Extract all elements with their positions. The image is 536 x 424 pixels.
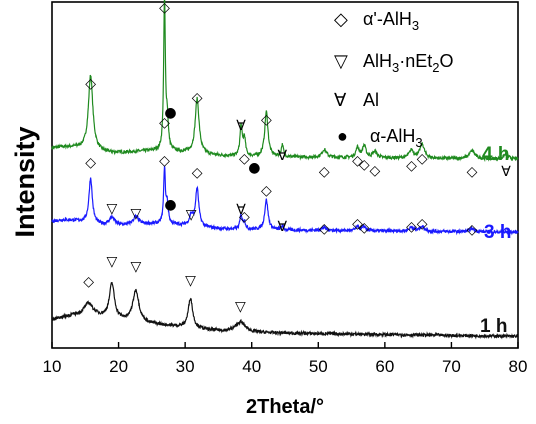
legend-label-1: α'-AlH3: [363, 9, 419, 33]
peak-marker: ▽: [107, 254, 118, 270]
peak-marker: ◇: [319, 164, 330, 180]
legend: ◇ α'-AlH3 ▽ AlH3·nEt2O ∀ Al ● α-AlH3: [334, 9, 454, 150]
legend-symbol-3: ∀: [334, 90, 347, 110]
peak-marker: ●: [164, 105, 176, 121]
peak-marker: ∀: [278, 219, 288, 235]
peak-marker: ◇: [192, 90, 203, 106]
peak-marker: ∀: [236, 202, 246, 218]
peak-marker: ◇: [239, 151, 250, 167]
y-axis-title: Intensity: [10, 126, 40, 237]
peak-marker: ▽: [186, 207, 197, 223]
x-tick-label: 80: [509, 357, 528, 376]
peak-marker: ◇: [239, 209, 250, 225]
plot-frame: [51, 1, 519, 349]
series-line-4h: [51, 0, 519, 163]
x-tick-label: 60: [375, 357, 394, 376]
peak-marker: ▽: [235, 299, 246, 315]
x-tick-label: 20: [109, 357, 128, 376]
peak-marker: ◇: [467, 164, 478, 180]
x-tick-label: 10: [43, 357, 62, 376]
peak-marker: ◇: [159, 153, 170, 169]
peak-marker: ●: [248, 160, 260, 176]
x-tick-label: 40: [242, 357, 261, 376]
series-line-1h: [51, 281, 519, 340]
peak-marker: ∀: [501, 164, 511, 180]
peak-marker: ▽: [107, 201, 118, 217]
peak-marker: ◇: [261, 112, 272, 128]
peak-marker: ◇: [417, 151, 428, 167]
peak-marker: ▽: [130, 259, 141, 275]
peak-marker: ◇: [406, 219, 417, 235]
x-tick-label: 70: [442, 357, 461, 376]
peak-marker: ◇: [83, 274, 94, 290]
series-label-1h: 1 h: [480, 316, 507, 337]
series-layer: [51, 0, 519, 340]
series-label-3h: 3 h: [484, 222, 511, 243]
peak-markers: ◇◇●◇◇∀◇●◇∀◇◇◇ ◇ ◇ ◇◇ ∀◇▽ ▽◇●▽◇∀◇◇∀ ◇ ◇◇ ◇ ◇ ◇◇▽ ▽▽▽: [83, 0, 511, 315]
legend-label-2: AlH3·nEt2O: [363, 51, 454, 75]
peak-marker: ◇: [85, 155, 96, 171]
peak-marker: ◇: [159, 115, 170, 131]
peak-marker: ◇: [85, 76, 96, 92]
peak-marker: ◇: [467, 222, 478, 238]
legend-symbol-4: ●: [337, 126, 348, 146]
x-axis-title: 2Theta/°: [246, 396, 324, 418]
x-tick-label: 50: [309, 357, 328, 376]
peak-marker: ◇: [352, 216, 363, 232]
legend-label-3: Al: [363, 90, 379, 110]
legend-label-4: α-AlH3: [370, 126, 423, 150]
series-label-4h: 4 h: [482, 144, 509, 165]
peak-marker: ◇: [192, 165, 203, 181]
peak-marker: ◇: [359, 220, 370, 236]
peak-marker: ◇: [352, 153, 363, 169]
series-line-3h: [51, 165, 519, 236]
peak-marker: ◇: [261, 183, 272, 199]
peak-marker: ◇: [359, 157, 370, 173]
peak-marker: ◇: [406, 158, 417, 174]
peak-marker: ∀: [236, 118, 246, 134]
peak-marker: ∀: [278, 148, 288, 164]
peak-marker: ◇: [319, 221, 330, 237]
x-tick-label: 30: [176, 357, 195, 376]
peak-marker: ◇: [159, 0, 170, 16]
peak-marker: ▽: [185, 273, 196, 289]
peak-marker: ◇: [369, 163, 380, 179]
peak-marker: ●: [164, 197, 176, 213]
x-ticks: 10 20 30 40 50 60 70 80: [43, 342, 528, 376]
legend-symbol-2: ▽: [334, 51, 348, 71]
peak-marker: ◇: [417, 216, 428, 232]
legend-symbol-1: ◇: [334, 9, 348, 29]
peak-marker: ▽: [130, 206, 141, 222]
